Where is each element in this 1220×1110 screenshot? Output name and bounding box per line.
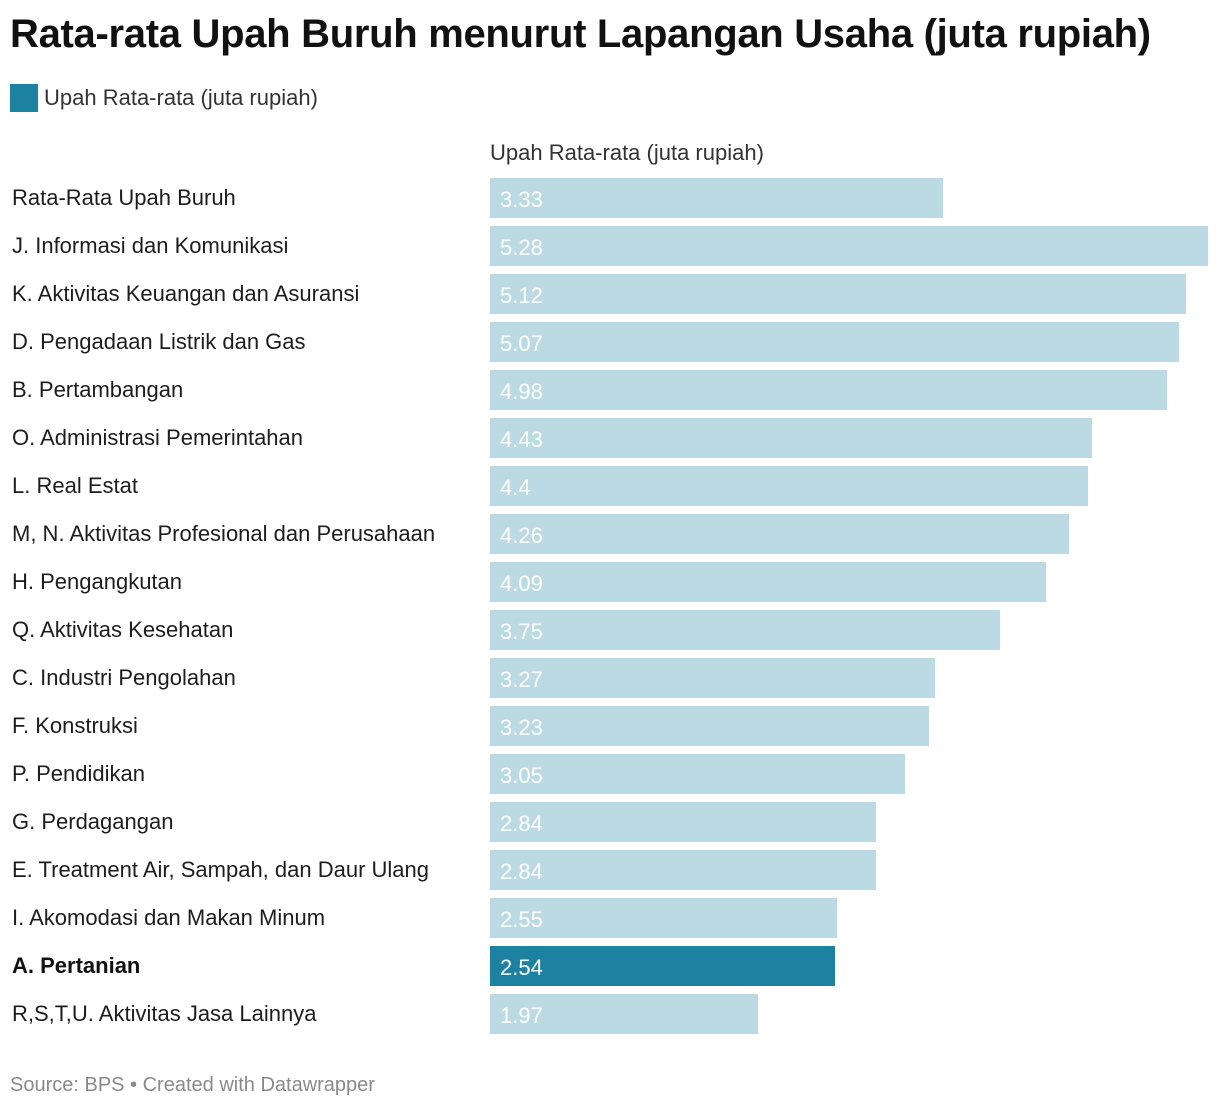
bar-value-label: 3.23 [500, 715, 543, 740]
bar [490, 322, 1179, 362]
category-label: R,S,T,U. Aktivitas Jasa Lainnya [12, 1001, 317, 1026]
bar [490, 226, 1208, 266]
bar-value-label: 4.4 [500, 475, 531, 500]
category-label: B. Pertambangan [12, 377, 184, 402]
bar-value-label: 3.75 [500, 619, 543, 644]
category-label: J. Informasi dan Komunikasi [12, 233, 289, 258]
bar-value-label: 2.84 [500, 859, 543, 884]
bar-value-label: 4.98 [500, 379, 543, 404]
bar-value-label: 2.84 [500, 811, 543, 836]
bar [490, 466, 1088, 506]
category-label: F. Konstruksi [12, 713, 138, 738]
category-label: P. Pendidikan [12, 761, 145, 786]
bar [490, 802, 876, 842]
category-label: C. Industri Pengolahan [12, 665, 236, 690]
bar [490, 946, 835, 986]
bar-value-label: 4.43 [500, 427, 543, 452]
bar [490, 514, 1069, 554]
bar-value-label: 5.28 [500, 235, 543, 260]
bar-value-label: 1.97 [500, 1003, 543, 1028]
column-header: Upah Rata-rata (juta rupiah) [490, 140, 764, 165]
category-label: Rata-Rata Upah Buruh [12, 185, 236, 210]
bar [490, 850, 876, 890]
category-label: E. Treatment Air, Sampah, dan Daur Ulang [12, 857, 430, 882]
category-label: G. Perdagangan [12, 809, 174, 834]
source-footer: Source: BPS • Created with Datawrapper [10, 1074, 375, 1096]
bar-value-label: 2.54 [500, 955, 543, 980]
category-label: D. Pengadaan Listrik dan Gas [12, 329, 306, 354]
category-label: H. Pengangkutan [12, 569, 183, 594]
category-label: I. Akomodasi dan Makan Minum [12, 905, 326, 930]
bar-value-label: 3.33 [500, 187, 543, 212]
bar [490, 274, 1186, 314]
bar-value-label: 4.09 [500, 571, 543, 596]
bar [490, 898, 837, 938]
bar [490, 562, 1046, 602]
bar-value-label: 4.26 [500, 523, 543, 548]
category-label: K. Aktivitas Keuangan dan Asuransi [12, 281, 360, 306]
category-label: M, N. Aktivitas Profesional dan Perusaha… [12, 521, 436, 546]
bar-value-label: 5.07 [500, 331, 543, 356]
bar-value-label: 2.55 [500, 907, 543, 932]
bar [490, 706, 929, 746]
bar-value-label: 3.05 [500, 763, 543, 788]
legend-label: Upah Rata-rata (juta rupiah) [44, 85, 318, 110]
bar [490, 370, 1167, 410]
bar [490, 658, 935, 698]
bar [490, 994, 758, 1034]
bar [490, 178, 943, 218]
category-label: O. Administrasi Pemerintahan [12, 425, 304, 450]
bar-value-label: 3.27 [500, 667, 543, 692]
legend-swatch [10, 84, 38, 112]
bar-value-label: 5.12 [500, 283, 543, 308]
category-label: Q. Aktivitas Kesehatan [12, 617, 234, 642]
category-label: A. Pertanian [12, 953, 141, 978]
chart-title: Rata-rata Upah Buruh menurut Lapangan Us… [10, 12, 1151, 56]
bar [490, 754, 905, 794]
bar [490, 610, 1000, 650]
bar [490, 418, 1092, 458]
legend: Upah Rata-rata (juta rupiah) [10, 84, 318, 112]
category-label: L. Real Estat [12, 473, 138, 498]
